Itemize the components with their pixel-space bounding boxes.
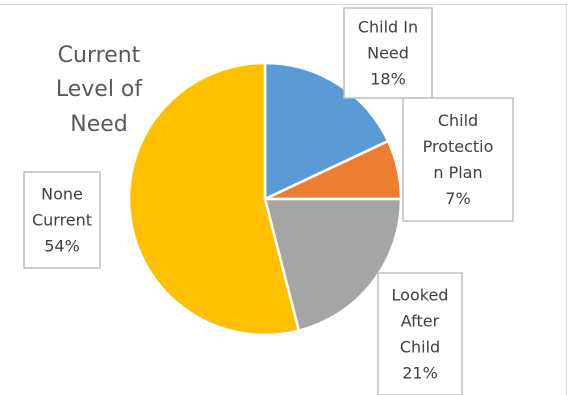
data-label-box bbox=[402, 97, 514, 222]
chart-title-line-2: Level of bbox=[56, 77, 144, 102]
data-label-looked-after-child: Looked After Child 21% bbox=[377, 272, 463, 395]
data-label-child-protection-plan: Child Protectio n Plan 7% bbox=[402, 97, 514, 222]
data-label-line: 21% bbox=[402, 364, 438, 383]
data-label-box bbox=[343, 7, 433, 99]
data-labels: Child In Need 18% Child Protectio n Plan 7% Loo… bbox=[23, 7, 514, 395]
data-label-line: Need bbox=[367, 44, 409, 63]
data-label-line: After bbox=[401, 312, 440, 331]
data-label-line: Child bbox=[400, 338, 440, 357]
pie-slice-looked-after-child bbox=[263, 197, 403, 333]
data-label-line: Current bbox=[32, 211, 92, 230]
data-label-line: Protectio bbox=[423, 137, 494, 156]
data-label-line: None bbox=[41, 185, 83, 204]
data-label-line: Looked bbox=[392, 286, 449, 305]
chart-title-line-1: Current bbox=[58, 43, 141, 68]
data-label-line: 7% bbox=[445, 189, 470, 208]
data-label-box bbox=[377, 272, 463, 395]
data-label-box bbox=[23, 171, 101, 269]
data-label-child-in-need: Child In Need 18% bbox=[343, 7, 433, 99]
pie-slice-none-current bbox=[127, 61, 301, 337]
data-label-line: Child bbox=[438, 111, 478, 130]
data-label-line: 18% bbox=[370, 70, 406, 89]
pie-slice-child-in-need bbox=[263, 61, 390, 201]
data-label-line: Child In bbox=[358, 18, 418, 37]
chart-title: Current Level of Need bbox=[56, 43, 144, 137]
data-label-line: 54% bbox=[44, 237, 80, 256]
data-label-none-current: None Current 54% bbox=[23, 171, 101, 269]
chart-title-line-3: Need bbox=[70, 112, 128, 137]
data-label-line: n Plan bbox=[433, 163, 482, 182]
pie-slices bbox=[127, 61, 403, 337]
